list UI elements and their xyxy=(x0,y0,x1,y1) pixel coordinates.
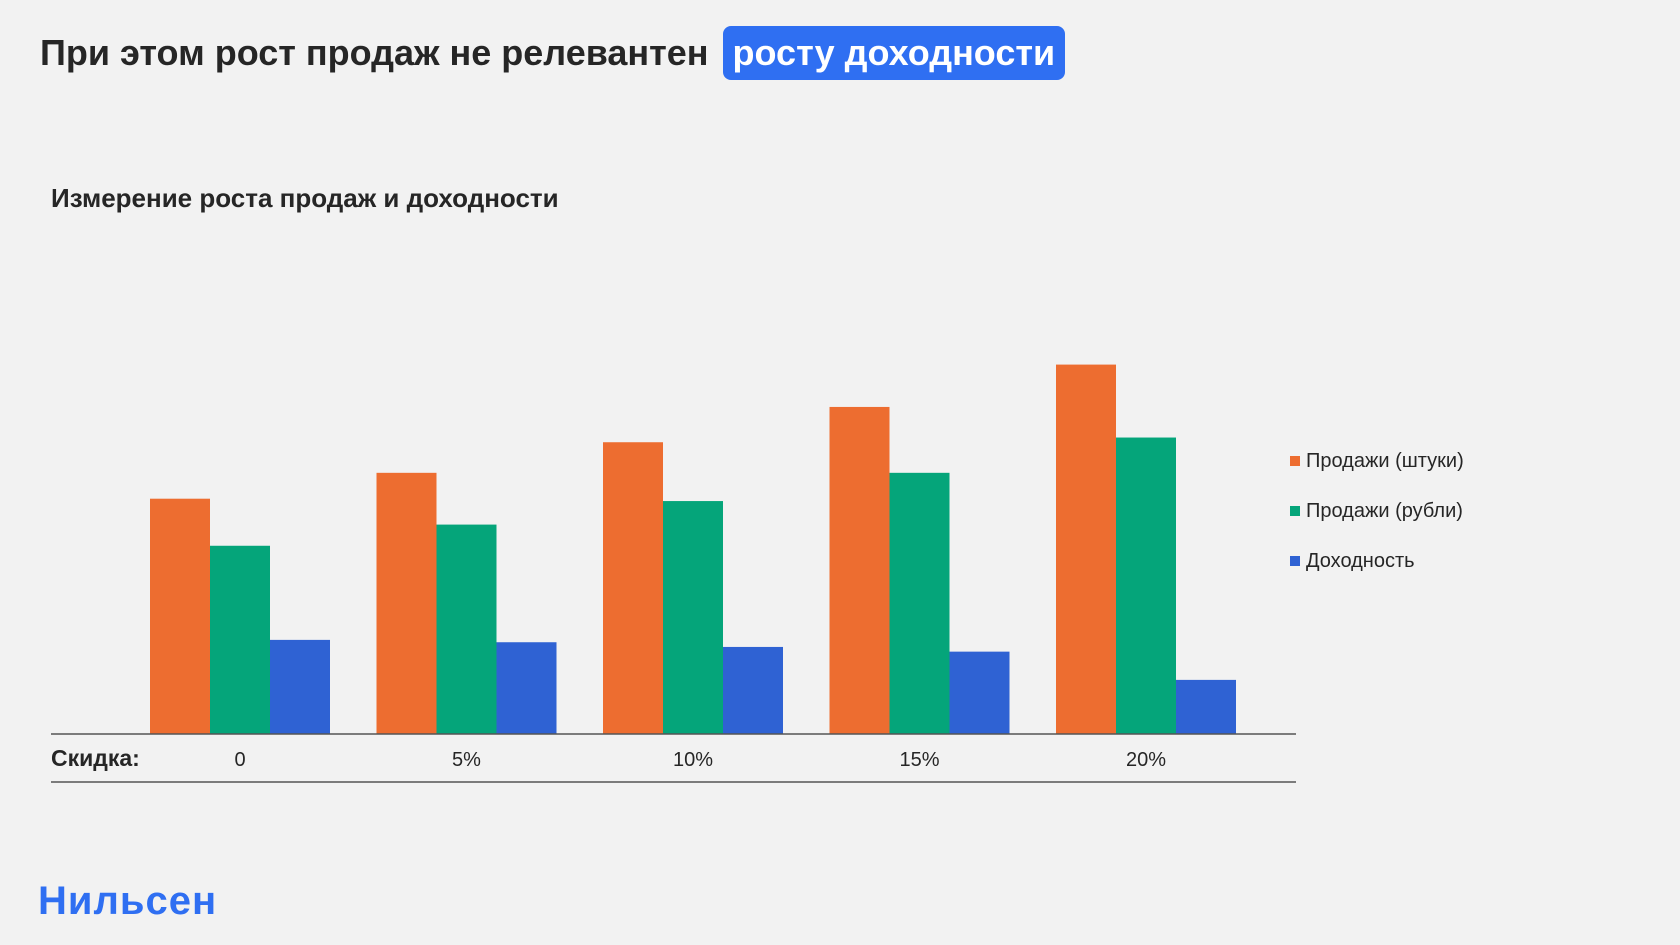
headline-highlight: росту доходности xyxy=(722,26,1066,80)
bar-3-0 xyxy=(270,639,330,734)
bar-1-0 xyxy=(150,498,210,734)
bar-3-20pct xyxy=(1176,679,1236,734)
legend-swatch xyxy=(1290,556,1300,566)
bar-2-0 xyxy=(210,545,270,734)
bar-3-10pct xyxy=(723,646,783,734)
bar-3-15pct xyxy=(949,651,1010,734)
legend-swatch xyxy=(1290,506,1300,516)
bar-1-5pct xyxy=(376,472,437,734)
bar-3-5pct xyxy=(496,642,557,734)
headline-text: При этом рост продаж не релевантен xyxy=(40,32,709,73)
bar-chart: 0 5% 10% 15% 20% Скидка: Продажи (штуки) Продаж… xyxy=(51,364,1464,783)
x-tick-label: 10% xyxy=(673,749,713,771)
legend-swatch xyxy=(1290,456,1300,466)
legend-label: Продажи (рубли) xyxy=(1306,500,1463,522)
bar-2-5pct xyxy=(436,524,497,734)
x-tick-label: 15% xyxy=(899,749,939,771)
x-tick-label: 0 xyxy=(234,749,245,771)
slide-headline: При этом рост продаж не релевантен росту… xyxy=(40,26,1066,80)
legend-label: Продажи (штуки) xyxy=(1306,450,1464,472)
bar-2-10pct xyxy=(663,501,723,734)
x-tick-label: 20% xyxy=(1126,749,1166,771)
bar-2-20pct xyxy=(1116,437,1176,734)
bar-1-10pct xyxy=(603,442,663,734)
nielsen-logo: Нильсен xyxy=(38,879,218,923)
bar-1-20pct xyxy=(1056,364,1116,734)
bar-2-15pct xyxy=(889,472,950,734)
x-axis-label: Скидка: xyxy=(51,745,140,771)
legend-label: Доходность xyxy=(1306,550,1415,572)
bar-1-15pct xyxy=(829,406,890,734)
x-tick-label: 5% xyxy=(452,749,481,771)
chart-title: Измерение роста продаж и доходности xyxy=(51,183,559,213)
